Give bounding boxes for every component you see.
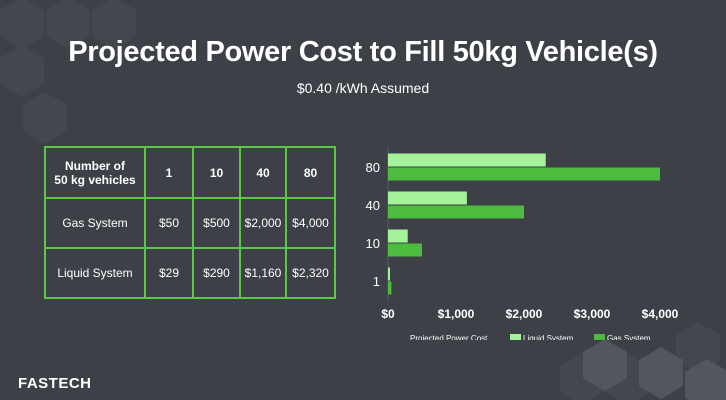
legend-entry: Liquid System — [523, 334, 574, 340]
table-header-label: Number of 50 kg vehicles — [54, 158, 136, 187]
table-cell: $29 — [144, 247, 194, 299]
table-cell: $1,160 — [239, 247, 287, 299]
x-tick-label: $0 — [381, 307, 395, 321]
bar-gas-system-40 — [388, 205, 524, 219]
y-tick-label: 10 — [366, 236, 380, 251]
x-tick-label: $3,000 — [574, 307, 611, 321]
table-header-cell: 10 — [192, 146, 241, 199]
table-header-row: Number of 50 kg vehicles 1 10 40 80 — [44, 146, 336, 199]
bar-liquid-system-40 — [388, 191, 467, 205]
bar-chart: 1 10 40 80 $0 $1,000 $2,000 $3,000 $4,000 Project… — [366, 148, 679, 340]
legend-entry: Gas System — [607, 334, 651, 340]
table-cell: $4,000 — [285, 197, 336, 249]
bar-gas-system-10 — [388, 243, 422, 257]
table-row-label: Gas System — [44, 197, 146, 249]
bar-liquid-system-10 — [388, 229, 408, 243]
table-row: Gas System $50 $500 $2,000 $4,000 — [44, 197, 336, 249]
bar-gas-system-1 — [388, 281, 392, 295]
table-cell: $50 — [144, 197, 194, 249]
legend-swatch — [594, 334, 605, 340]
table-row-label: Liquid System — [44, 247, 146, 299]
table-row: Liquid System $29 $290 $1,160 $2,320 — [44, 247, 336, 299]
table-header-cell: 80 — [285, 146, 336, 199]
bar-liquid-system-1 — [388, 267, 390, 281]
bar-liquid-system-80 — [388, 153, 546, 167]
legend-swatch — [510, 334, 521, 340]
page-subtitle: $0.40 /kWh Assumed — [296, 80, 430, 96]
table-header-cell: 40 — [239, 146, 287, 199]
table-cell: $2,320 — [285, 247, 336, 299]
brand-logo: FASTECH — [18, 375, 92, 392]
legend-title: Projected Power Cost — [410, 334, 488, 340]
table-cell: $2,000 — [239, 197, 287, 249]
y-tick-label: 40 — [366, 198, 380, 213]
page-title: Projected Power Cost to Fill 50kg Vehicl… — [68, 36, 658, 68]
y-tick-label: 80 — [366, 160, 380, 175]
table-header-cell: Number of 50 kg vehicles — [44, 146, 146, 199]
y-tick-label: 1 — [373, 274, 380, 289]
table-cell: $500 — [192, 197, 241, 249]
bar-gas-system-80 — [388, 167, 660, 181]
x-tick-label: $2,000 — [506, 307, 543, 321]
table-header-cell: 1 — [144, 146, 194, 199]
cost-table: Number of 50 kg vehicles 1 10 40 80 Gas … — [44, 146, 336, 299]
x-tick-label: $1,000 — [438, 307, 475, 321]
table-cell: $290 — [192, 247, 241, 299]
x-tick-label: $4,000 — [642, 307, 679, 321]
